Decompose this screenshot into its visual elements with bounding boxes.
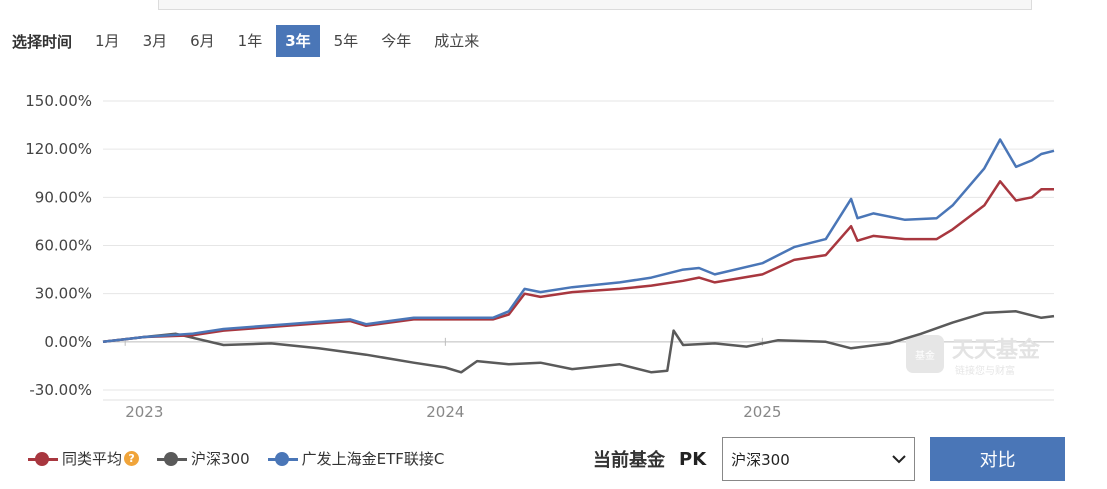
legend-label-fund: 广发上海金ETF联接C	[301, 450, 445, 468]
index-select-value: 沪深300	[731, 450, 790, 469]
help-icon[interactable]: ?	[124, 451, 140, 466]
series-line-csi300	[102, 310, 1055, 374]
range-6m-button[interactable]: 6月	[190, 32, 215, 50]
y-tick-label: 30.00%	[35, 285, 92, 303]
range-3m-button[interactable]: 3月	[142, 32, 168, 50]
top-tab-strip	[0, 0, 1107, 10]
range-1m-button[interactable]: 1月	[95, 32, 120, 50]
x-tick-label: 2025	[743, 403, 781, 421]
compare-panel: 当前基金 PK 沪深300 对比	[593, 437, 1066, 481]
series-line-category-average	[102, 180, 1054, 344]
legend-dot	[164, 451, 179, 466]
legend-item-category-average[interactable]: 同类平均 ?	[28, 448, 140, 469]
chart-legend: 同类平均 ? 沪深300 广发上海金ETF联接C	[28, 448, 462, 469]
chevron-down-icon	[892, 454, 906, 463]
watermark-brand-text: 天天基金	[952, 337, 1041, 363]
legend-dot	[35, 451, 49, 466]
current-fund-label: 当前基金	[593, 450, 665, 471]
range-1y-button[interactable]: 1年	[237, 32, 263, 50]
legend-item-fund[interactable]: 广发上海金ETF联接C	[267, 448, 445, 469]
y-tick-label: 60.00%	[35, 237, 92, 255]
y-tick-label: 0.00%	[44, 333, 92, 351]
chart-grid	[103, 100, 1054, 391]
time-range-label: 选择时间	[12, 32, 73, 51]
range-3y-button[interactable]: 3年	[276, 25, 320, 57]
legend-item-csi300[interactable]: 沪深300	[157, 448, 250, 469]
chart-series	[102, 138, 1055, 374]
x-axis: 2023 2024 2025	[103, 337, 1054, 421]
legend-label-csi300: 沪深300	[191, 450, 250, 468]
pk-label: PK	[679, 448, 707, 470]
time-range-selector: 选择时间 1月 3月 6月 1年 3年 5年 今年 成立来	[0, 24, 493, 58]
legend-dot	[274, 451, 289, 466]
range-ytd-button[interactable]: 今年	[381, 32, 412, 50]
x-tick-label: 2024	[426, 403, 464, 421]
performance-chart: 基金 天天基金 链接您与财富 150.00% 120.00% 90.00% 60.00…	[25, 92, 1055, 421]
y-tick-label: 150.00%	[25, 92, 92, 110]
watermark-badge-text: 基金	[915, 349, 935, 362]
compare-button[interactable]: 对比	[930, 437, 1066, 481]
x-tick-label: 2023	[125, 403, 163, 421]
range-since-inception-button[interactable]: 成立来	[434, 32, 480, 50]
watermark-logo-icon	[906, 335, 944, 373]
brand-watermark: 基金 天天基金 链接您与财富	[906, 335, 1041, 377]
top-tab-gap	[158, 0, 1032, 10]
legend-marker-fund	[267, 451, 298, 466]
y-tick-label: 120.00%	[25, 140, 92, 158]
y-tick-label: -30.00%	[29, 381, 92, 399]
y-axis: 150.00% 120.00% 90.00% 60.00% 30.00% 0.00% -30…	[25, 92, 92, 399]
legend-label-category-average: 同类平均	[62, 450, 123, 468]
range-5y-button[interactable]: 5年	[333, 32, 359, 50]
legend-marker-csi300	[157, 451, 188, 466]
series-line-fund	[102, 138, 1055, 344]
index-select[interactable]: 沪深300	[722, 437, 916, 481]
watermark-slogan-text: 链接您与财富	[955, 364, 1015, 377]
y-tick-label: 90.00%	[35, 188, 92, 206]
legend-marker-category-average	[28, 451, 58, 466]
